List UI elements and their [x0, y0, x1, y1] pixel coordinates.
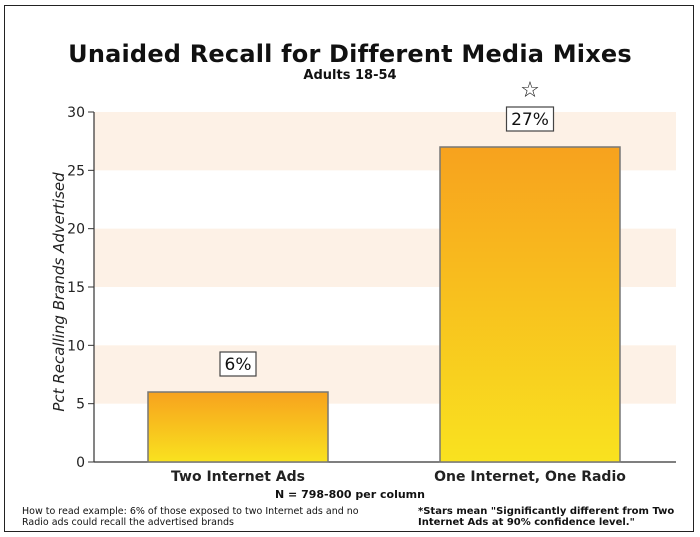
y-tick-label: 25 — [67, 163, 85, 179]
y-tick-label: 30 — [67, 105, 85, 121]
y-tick-label: 10 — [67, 338, 85, 354]
bar — [147, 391, 329, 463]
category-label: Two Internet Ads — [171, 469, 305, 485]
data-label-box — [219, 351, 257, 377]
y-tick-label: 5 — [76, 397, 85, 413]
chart-title: Unaided Recall for Different Media Mixes — [68, 40, 632, 68]
y-tick-label: 15 — [67, 280, 85, 296]
category-label: One Internet, One Radio — [434, 469, 626, 485]
data-label-box — [505, 106, 555, 132]
y-tick-label: 0 — [76, 455, 85, 471]
significance-note: *Stars mean "Significantly different fro… — [418, 506, 675, 528]
y-tick-label: 20 — [67, 222, 85, 238]
chart-subtitle: Adults 18-54 — [303, 68, 397, 83]
sample-size-note: N = 798-800 per column — [275, 488, 425, 501]
data-label: 27% — [511, 110, 549, 130]
bar — [439, 146, 621, 463]
y-axis-label: Pct Recalling Brands Advertised — [50, 172, 68, 412]
data-label: 6% — [225, 355, 252, 375]
significance-star-icon: ☆ — [520, 78, 540, 103]
how-to-read-note: How to read example: 6% of those exposed… — [22, 506, 359, 528]
